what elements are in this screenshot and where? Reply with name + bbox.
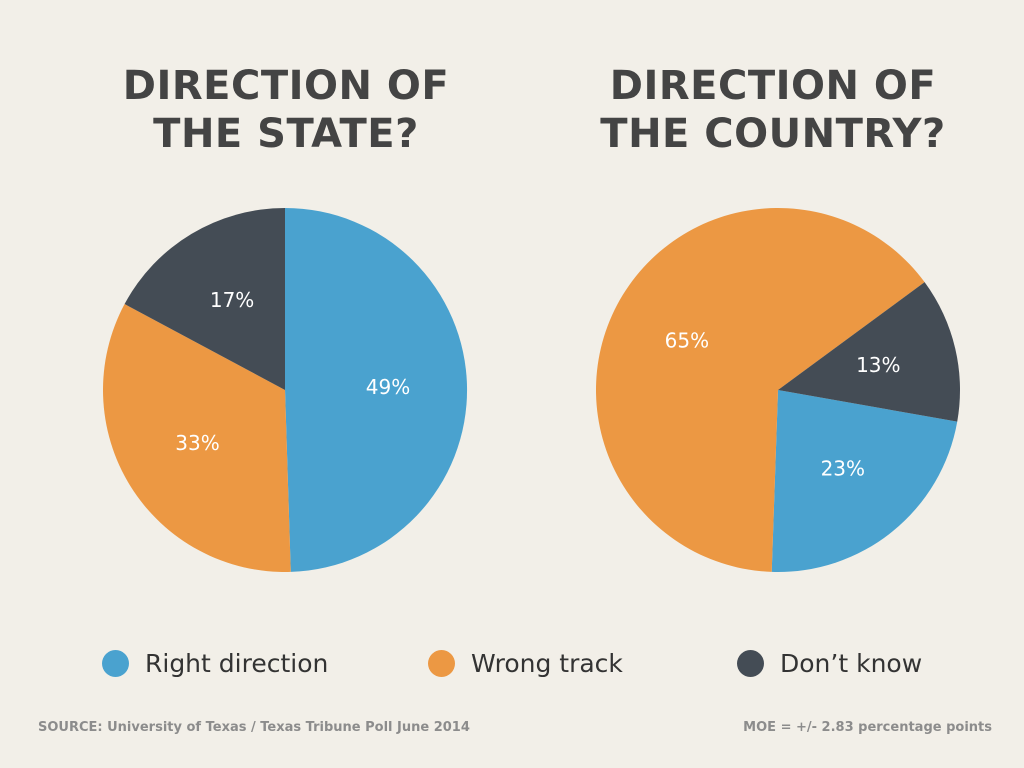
pie-slice-state-wrong-track bbox=[103, 304, 291, 573]
pie-label-country-right-direction: 23% bbox=[821, 457, 865, 481]
chart-title-country-line-2: THE COUNTRY? bbox=[600, 111, 946, 157]
chart-title-state: DIRECTION OF THE STATE? bbox=[76, 62, 496, 158]
legend-item-right-direction: Right direction bbox=[102, 645, 328, 681]
legend-label-right-direction: Right direction bbox=[145, 648, 329, 678]
pie-label-state-right-direction: 49% bbox=[366, 375, 410, 399]
source-note: SOURCE: University of Texas / Texas Trib… bbox=[38, 720, 470, 735]
pie-label-state-wrong-track: 33% bbox=[175, 431, 219, 455]
legend-swatch-dont-know bbox=[737, 649, 764, 677]
pie-slice-country-right-direction bbox=[771, 390, 958, 572]
chart-title-country: DIRECTION OF THE COUNTRY? bbox=[563, 62, 983, 158]
pie-slice-state-dont-know bbox=[124, 208, 285, 390]
pie-chart-country: 23% 65% 13% bbox=[595, 207, 961, 572]
legend-item-dont-know: Don’t know bbox=[737, 645, 922, 681]
chart-title-state-line-2: THE STATE? bbox=[153, 111, 419, 157]
legend-swatch-wrong-track bbox=[428, 649, 455, 677]
legend-label-wrong-track: Wrong track bbox=[471, 648, 623, 678]
legend-label-dont-know: Don’t know bbox=[780, 648, 923, 678]
pie-slice-state-right-direction bbox=[285, 208, 468, 572]
chart-title-country-line-1: DIRECTION OF bbox=[609, 63, 937, 109]
pie-label-country-dont-know: 13% bbox=[856, 353, 900, 377]
pie-slice-country-wrong-track bbox=[595, 207, 925, 572]
pie-label-country-wrong-track: 65% bbox=[665, 328, 709, 352]
legend-item-wrong-track: Wrong track bbox=[428, 645, 623, 681]
legend-swatch-right-direction bbox=[102, 649, 129, 677]
pie-slice-country-dont-know bbox=[778, 282, 961, 422]
pie-chart-state: 49% 33% 17% bbox=[103, 208, 468, 573]
pie-label-state-dont-know: 17% bbox=[210, 288, 254, 312]
margin-of-error-note: MOE = +/- 2.83 percentage points bbox=[743, 720, 992, 735]
legend: Right direction Wrong track Don’t know bbox=[0, 645, 1024, 681]
chart-title-state-line-1: DIRECTION OF bbox=[122, 63, 450, 109]
